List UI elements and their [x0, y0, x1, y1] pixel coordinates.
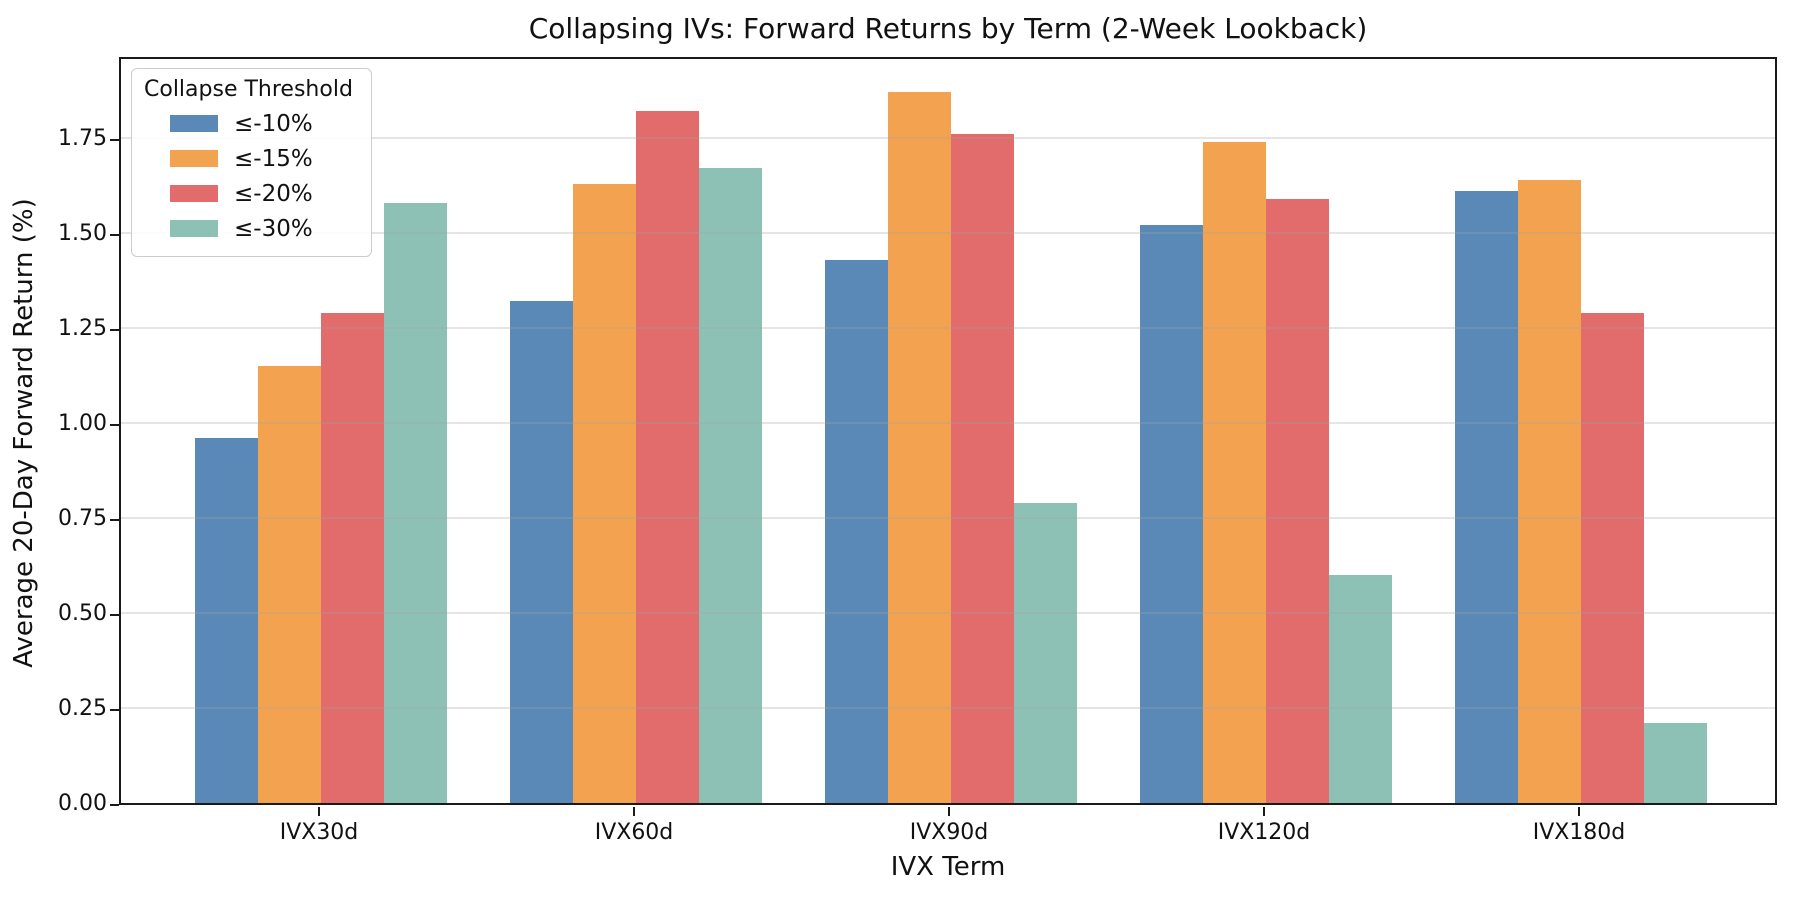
- x-tick-mark-IVX120d: [1263, 807, 1265, 816]
- bar-IVX90d-≤-20%: [951, 134, 1014, 803]
- legend-label-≤-15%: ≤-15%: [234, 145, 313, 172]
- legend-swatch-≤-15%: [170, 150, 218, 167]
- y-tick-mark-1.50: [110, 234, 119, 236]
- bar-IVX60d-≤-20%: [636, 111, 699, 803]
- y-tick-mark-0.00: [110, 804, 119, 806]
- y-tick-label-0.00: 0.00: [58, 791, 107, 816]
- bar-IVX120d-≤-20%: [1266, 198, 1329, 803]
- x-tick-mark-IVX180d: [1578, 807, 1580, 816]
- x-tick-mark-IVX30d: [318, 807, 320, 816]
- y-tick-mark-1.25: [110, 329, 119, 331]
- bar-IVX180d-≤-30%: [1644, 723, 1707, 803]
- bar-IVX30d-≤-20%: [321, 312, 384, 803]
- plot-area: Collapse Threshold ≤-10% ≤-15% ≤-20% ≤-30%: [119, 57, 1777, 805]
- y-tick-label-1.50: 1.50: [58, 221, 107, 246]
- y-tick-mark-0.75: [110, 519, 119, 521]
- x-tick-label-IVX120d: IVX120d: [1217, 820, 1311, 845]
- x-tick-label-IVX90d: IVX90d: [909, 820, 989, 845]
- y-tick-label-0.25: 0.25: [58, 696, 107, 721]
- bar-IVX120d-≤-30%: [1329, 575, 1392, 803]
- legend-label-≤-30%: ≤-30%: [234, 215, 313, 242]
- y-tick-mark-1.75: [110, 139, 119, 141]
- x-tick-mark-IVX60d: [633, 807, 635, 816]
- bar-IVX60d-≤-15%: [573, 183, 636, 803]
- legend-item-≤-10%: ≤-10%: [144, 106, 353, 141]
- y-tick-mark-0.25: [110, 709, 119, 711]
- y-tick-mark-1.00: [110, 424, 119, 426]
- legend-item-≤-30%: ≤-30%: [144, 211, 353, 246]
- legend-swatch-≤-20%: [170, 185, 218, 202]
- legend-item-≤-15%: ≤-15%: [144, 141, 353, 176]
- legend-swatch-≤-30%: [170, 220, 218, 237]
- y-tick-mark-0.50: [110, 614, 119, 616]
- legend-label-≤-20%: ≤-20%: [234, 180, 313, 207]
- bar-IVX30d-≤-30%: [384, 202, 447, 803]
- x-axis-label: IVX Term: [890, 852, 1006, 882]
- x-tick-mark-IVX90d: [948, 807, 950, 816]
- bar-IVX90d-≤-10%: [825, 259, 888, 803]
- y-tick-label-1.00: 1.00: [58, 411, 107, 436]
- legend-item-≤-20%: ≤-20%: [144, 176, 353, 211]
- bar-IVX30d-≤-10%: [195, 438, 258, 803]
- bar-IVX30d-≤-15%: [258, 366, 321, 803]
- legend-label-≤-10%: ≤-10%: [234, 110, 313, 137]
- bar-IVX180d-≤-15%: [1518, 179, 1581, 803]
- bar-IVX180d-≤-20%: [1581, 312, 1644, 803]
- bar-IVX60d-≤-30%: [699, 168, 762, 803]
- y-tick-label-0.50: 0.50: [58, 601, 107, 626]
- y-tick-label-1.75: 1.75: [58, 126, 107, 151]
- bar-IVX60d-≤-10%: [510, 301, 573, 803]
- bar-IVX120d-≤-10%: [1140, 225, 1203, 803]
- x-tick-label-IVX30d: IVX30d: [279, 820, 359, 845]
- legend-swatch-≤-10%: [170, 115, 218, 132]
- legend-title: Collapse Threshold: [144, 77, 353, 102]
- y-tick-label-0.75: 0.75: [58, 506, 107, 531]
- bar-IVX90d-≤-15%: [888, 92, 951, 803]
- legend: Collapse Threshold ≤-10% ≤-15% ≤-20% ≤-30%: [131, 68, 372, 257]
- chart-title: Collapsing IVs: Forward Returns by Term …: [528, 12, 1368, 45]
- x-tick-label-IVX180d: IVX180d: [1532, 820, 1626, 845]
- x-tick-label-IVX60d: IVX60d: [594, 820, 674, 845]
- bar-IVX180d-≤-10%: [1455, 191, 1518, 803]
- bar-IVX120d-≤-15%: [1203, 141, 1266, 803]
- y-tick-label-1.25: 1.25: [58, 316, 107, 341]
- bar-IVX90d-≤-30%: [1014, 502, 1077, 803]
